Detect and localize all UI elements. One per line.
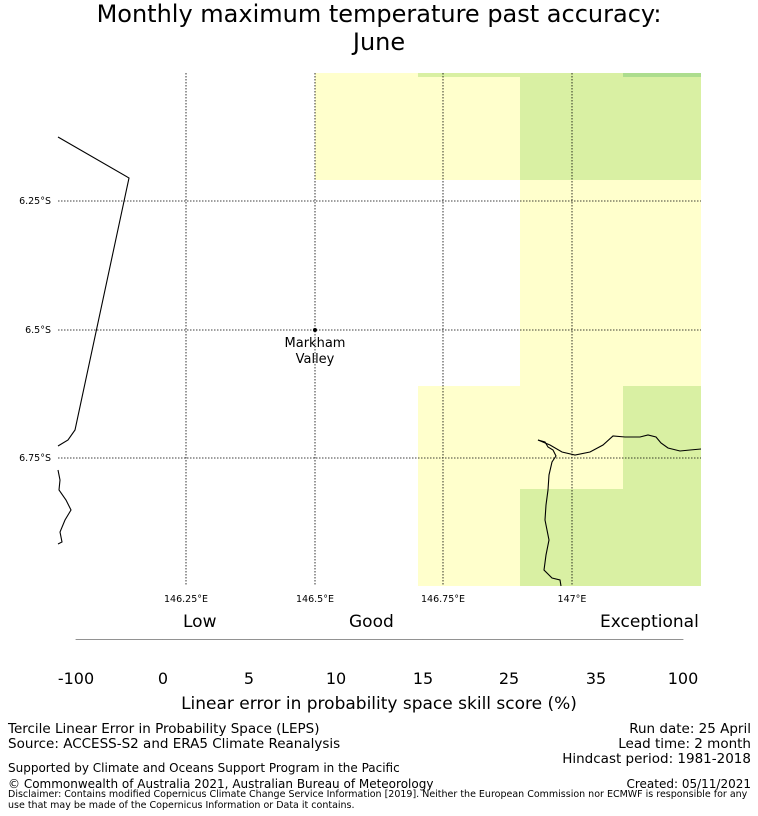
colorbar-tick: 35 (585, 669, 607, 688)
colorbar-category-low: Low (183, 612, 217, 632)
gridlines (58, 73, 701, 586)
map-cell (418, 386, 623, 489)
colorbar-tick: 5 (243, 669, 255, 688)
map-cell (520, 489, 701, 586)
map-cell (418, 77, 520, 180)
map-cell (315, 73, 418, 180)
colorbar-category-good: Good (349, 612, 394, 632)
colorbar-tick: -100 (57, 669, 95, 688)
map-cell (418, 489, 520, 586)
skill-map: Markham Valley 6.25°S 6.5°S 6.75°S 146.2… (19, 73, 702, 640)
footer-support: Supported by Climate and Oceans Support … (8, 761, 400, 775)
footer-created: Created: 05/11/2021 (626, 777, 751, 791)
lat-label: 6.5°S (25, 325, 51, 336)
map-cell (623, 77, 701, 180)
lon-label: 146.75°E (421, 594, 465, 605)
place-label-line1: Markham (285, 336, 346, 351)
footer-disclaimer: Disclaimer: Contains modified Copernicus… (8, 789, 748, 811)
colorbar-tick: 25 (498, 669, 520, 688)
footer-hindcast: Hindcast period: 1981-2018 (562, 751, 751, 767)
footer-copyright: © Commonwealth of Australia 2021, Austra… (8, 777, 434, 791)
colorbar-axis-label: Linear error in probability space skill … (181, 694, 577, 714)
place-label-line2: Valley (296, 352, 335, 367)
colorbar-category-exceptional: Exceptional (600, 612, 699, 632)
place-marker (313, 328, 317, 332)
footer-source: Source: ACCESS-S2 and ERA5 Climate Reana… (8, 736, 341, 752)
lon-label: 147°E (558, 594, 587, 605)
map-cell (520, 73, 623, 180)
colorbar-tick: 10 (325, 669, 347, 688)
colorbar-tick: 100 (667, 669, 699, 688)
map-cell (623, 73, 701, 77)
map-cell (418, 73, 520, 77)
chart-title-line2: June (352, 28, 406, 56)
lon-label: 146.5°E (296, 594, 334, 605)
chart-title-line1: Monthly maximum temperature past accurac… (96, 0, 662, 28)
lon-label: 146.25°E (164, 594, 208, 605)
lat-label: 6.25°S (19, 196, 51, 207)
coastline (57, 136, 702, 587)
map-cell (520, 180, 701, 386)
lat-label: 6.75°S (19, 453, 51, 464)
colorbar-tick: 15 (412, 669, 434, 688)
footer-run-date: Run date: 25 April (629, 721, 751, 737)
footer-method: Tercile Linear Error in Probability Spac… (8, 721, 320, 737)
footer-lead-time: Lead time: 2 month (618, 736, 751, 752)
colorbar-tick: 0 (157, 669, 169, 688)
chart-title: Monthly maximum temperature past accurac… (0, 0, 758, 56)
